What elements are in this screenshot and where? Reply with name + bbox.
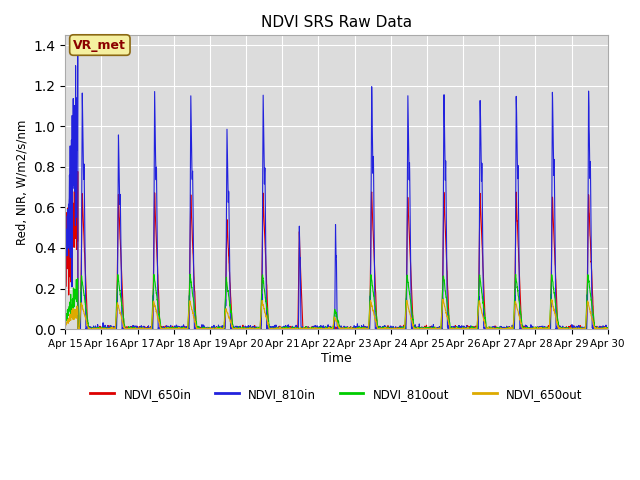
NDVI_650out: [156, 320, 163, 326]
X-axis label: Time: Time: [321, 351, 352, 364]
NDVI_650out: [74, 326, 82, 332]
Line: NDVI_650out: NDVI_650out: [65, 299, 608, 329]
NDVI_810out: [124, 326, 131, 332]
NDVI_810out: [186, 271, 194, 277]
NDVI_810out: [293, 324, 301, 330]
NDVI_650out: [293, 326, 301, 332]
NDVI_650in: [604, 326, 612, 332]
NDVI_650in: [593, 326, 601, 332]
NDVI_810out: [604, 325, 612, 331]
NDVI_810in: [593, 325, 601, 331]
NDVI_650in: [124, 326, 131, 332]
NDVI_650out: [593, 325, 601, 331]
Title: NDVI SRS Raw Data: NDVI SRS Raw Data: [261, 15, 412, 30]
NDVI_650out: [124, 326, 131, 332]
NDVI_650in: [74, 326, 82, 332]
Text: VR_met: VR_met: [74, 38, 126, 51]
NDVI_650out: [269, 326, 277, 332]
NDVI_810in: [293, 325, 301, 331]
NDVI_650out: [61, 323, 69, 328]
NDVI_650in: [293, 325, 301, 331]
NDVI_810in: [61, 229, 69, 235]
NDVI_650in: [535, 326, 543, 332]
NDVI_650out: [439, 296, 447, 302]
NDVI_650out: [535, 325, 543, 331]
Line: NDVI_810out: NDVI_810out: [65, 274, 608, 329]
NDVI_650in: [61, 240, 69, 246]
NDVI_650in: [72, 154, 80, 160]
NDVI_650out: [604, 326, 612, 332]
Legend: NDVI_650in, NDVI_810in, NDVI_810out, NDVI_650out: NDVI_650in, NDVI_810in, NDVI_810out, NDV…: [86, 383, 588, 405]
NDVI_810out: [74, 326, 82, 332]
NDVI_650in: [270, 326, 278, 332]
NDVI_810in: [535, 324, 543, 330]
NDVI_810in: [74, 36, 81, 42]
Y-axis label: Red, NIR, W/m2/s/nm: Red, NIR, W/m2/s/nm: [15, 120, 28, 245]
Line: NDVI_810in: NDVI_810in: [65, 39, 608, 329]
NDVI_810out: [156, 314, 163, 320]
NDVI_810in: [74, 326, 82, 332]
NDVI_810in: [156, 326, 164, 332]
NDVI_810out: [593, 326, 601, 332]
NDVI_810in: [604, 326, 612, 332]
NDVI_650in: [156, 319, 164, 325]
NDVI_810out: [61, 318, 69, 324]
Line: NDVI_650in: NDVI_650in: [65, 157, 608, 329]
NDVI_810in: [270, 326, 278, 332]
NDVI_810out: [535, 325, 543, 331]
NDVI_810in: [124, 326, 131, 332]
NDVI_810out: [270, 326, 278, 332]
